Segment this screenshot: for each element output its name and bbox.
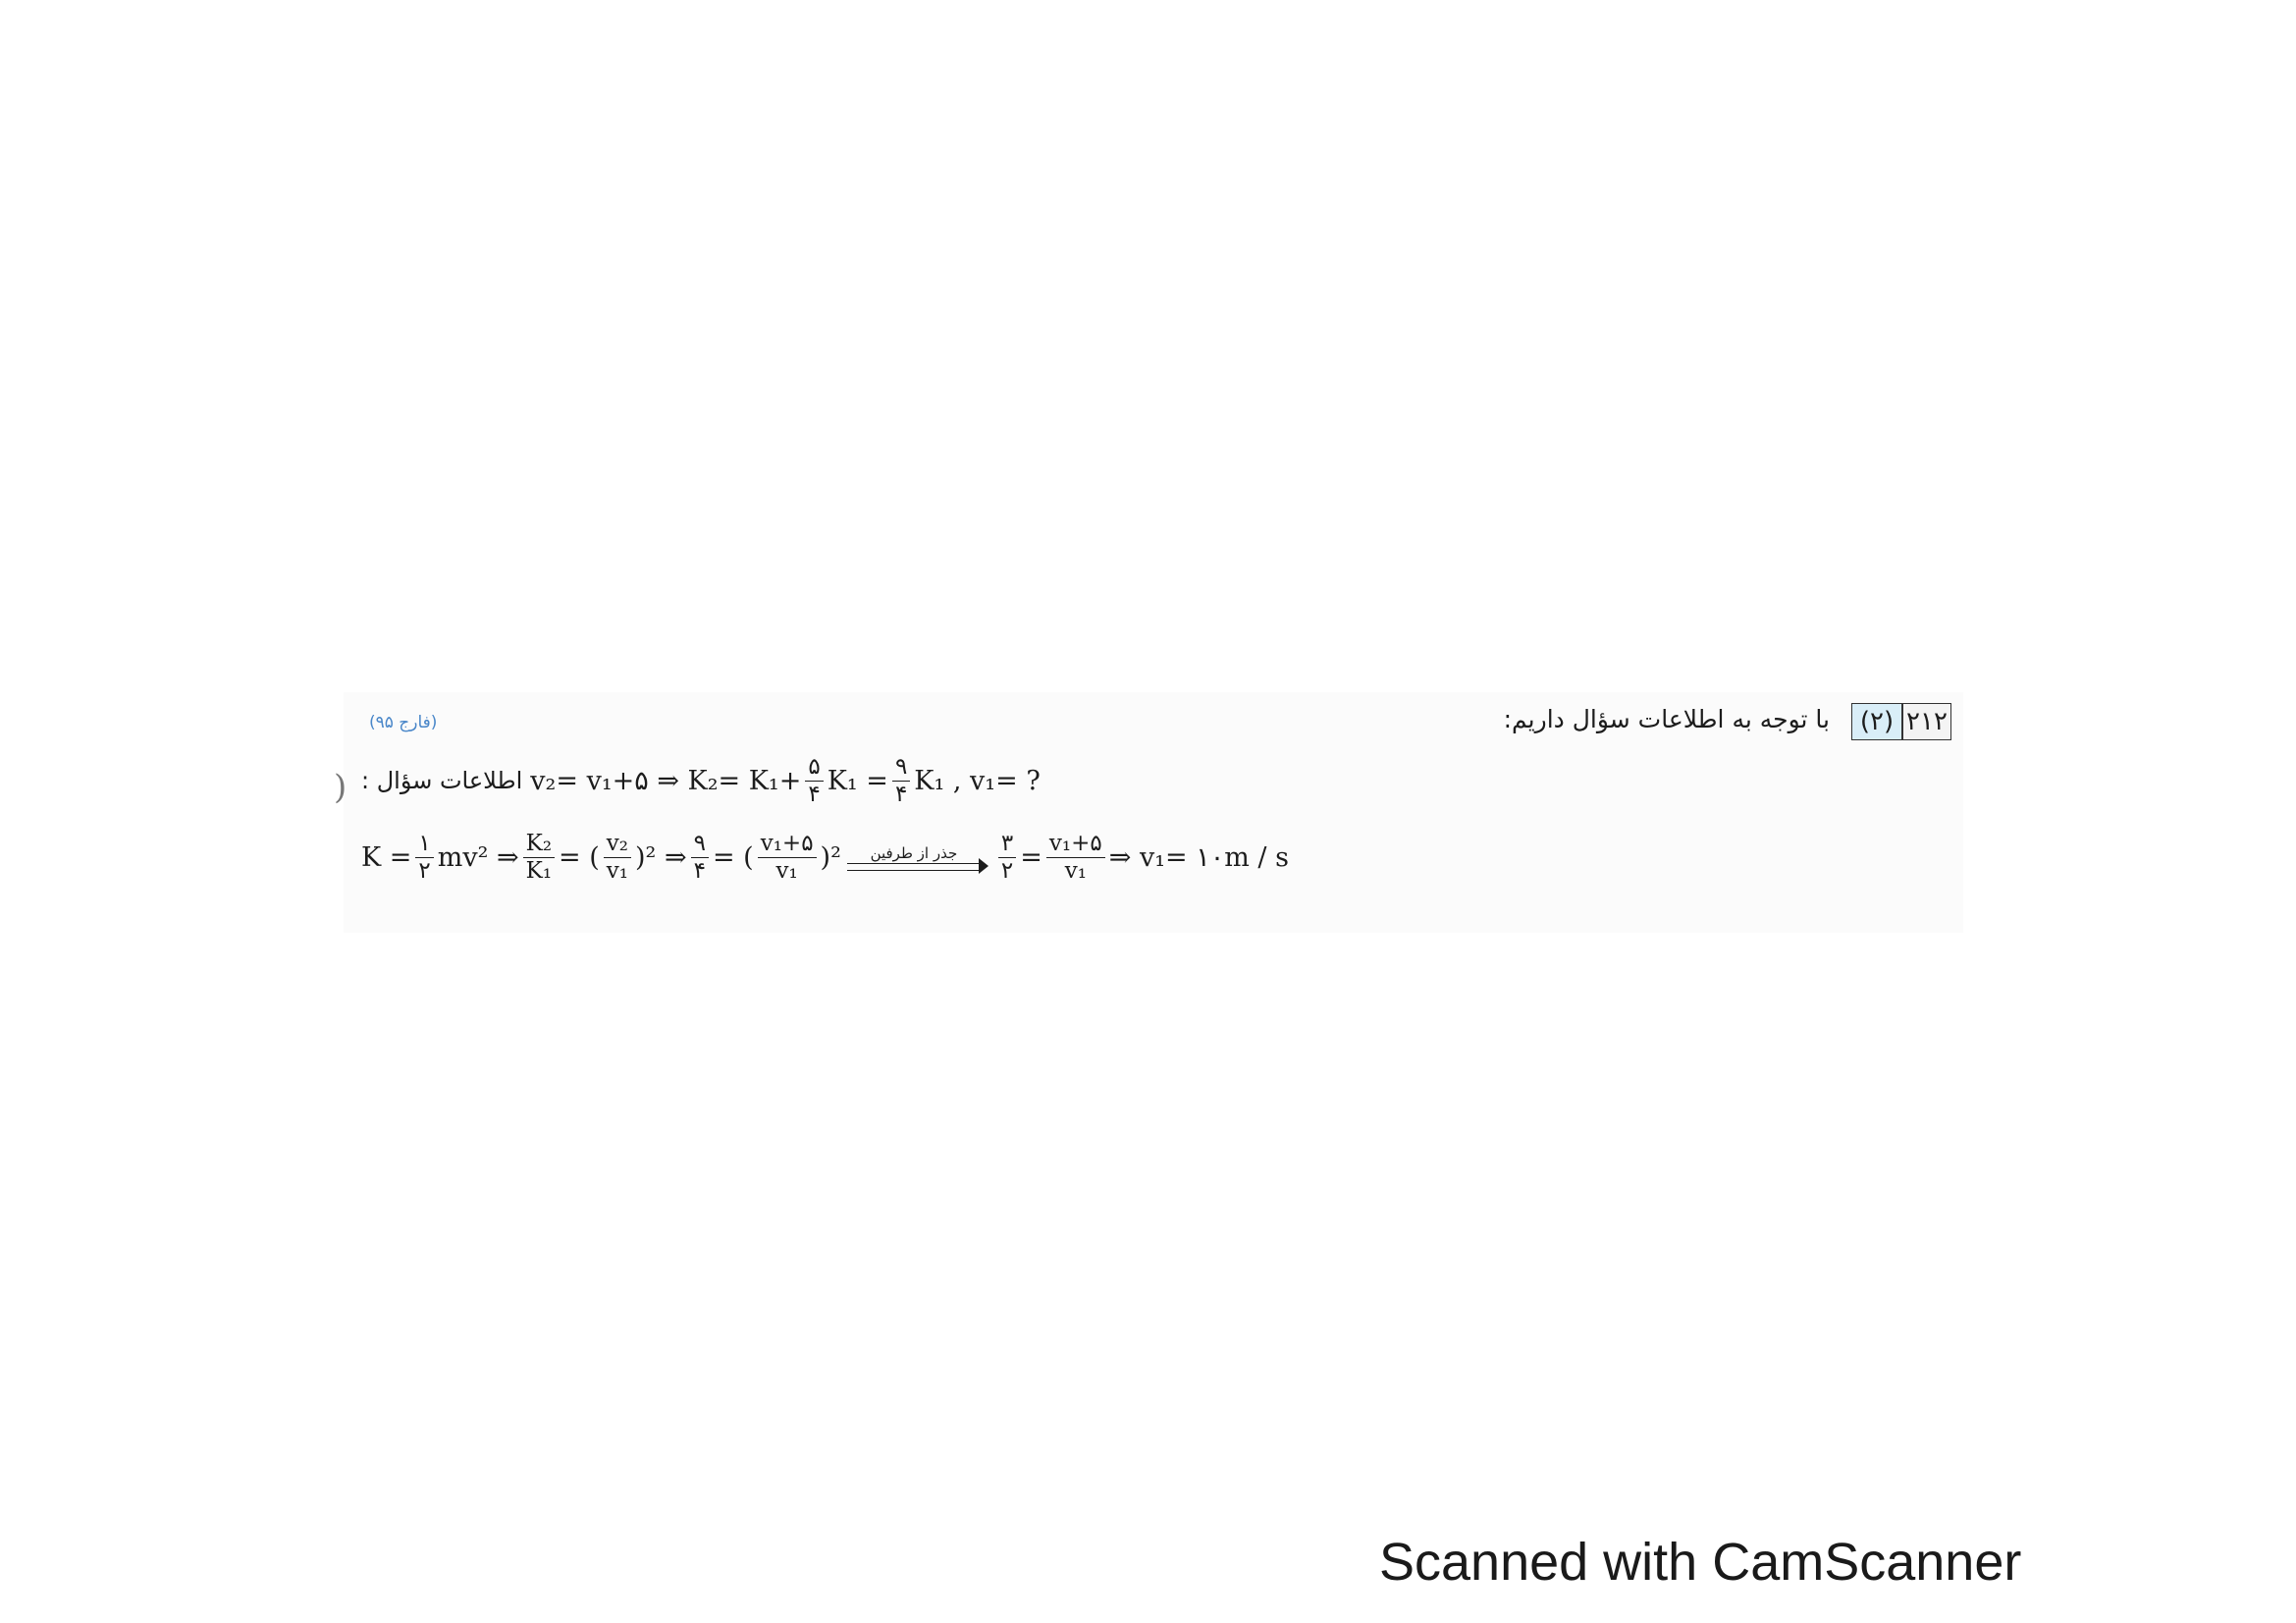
camscanner-watermark: Scanned with CamScanner [1379,1532,2021,1593]
eq1-part-a: v₂= v₁+۵ ⇒ K₂= K₁+ [530,766,801,796]
equation-line-1: اطلاعات سؤال : v₂= v₁+۵ ⇒ K₂= K₁+ ۵ ۴ K₁… [361,751,1041,810]
eq2-fraction-3: v₂ v₁ [604,832,631,882]
eq2-fraction-2: K₂ K₁ [523,832,555,882]
fraction-numerator: ۹ [892,755,910,781]
eq1-part-b: K₁ = [828,766,888,796]
eq1-label: اطلاعات سؤال : [361,767,522,794]
arrow-label: جذر از طرفین [871,844,958,862]
eq2-part-f: )² [821,842,841,873]
eq2-fraction-4: ۹ ۴ [691,832,709,882]
eq1-fraction-1: ۵ ۴ [805,755,823,805]
equation-line-2: K = ۱ ۲ mv² ⇒ K₂ K₁ = ( v₂ v₁ )² ⇒ ۹ ۴ =… [361,818,1289,896]
fraction-numerator: v₁+۵ [1046,832,1105,857]
eq1-fraction-2: ۹ ۴ [892,755,910,805]
fraction-numerator: ۳ [998,832,1016,857]
source-tag: (فارج ۹۵) [369,713,437,732]
eq2-part-b: mv² ⇒ [438,842,519,873]
eq2-part-g: = [1020,842,1042,873]
fraction-denominator: ۲ [998,858,1016,883]
eq2-part-c: = ( [559,842,600,873]
eq2-part-a: K = [361,842,411,873]
fraction-numerator: ۱ [415,832,433,857]
fraction-denominator: v₁ [604,858,631,883]
fraction-numerator: v₂ [604,832,631,857]
fraction-denominator: ۴ [892,782,910,806]
intro-text: با توجه به اطلاعات سؤال داریم: [1504,705,1830,733]
margin-bracket: ) [334,768,347,807]
eq2-fraction-6: ۳ ۲ [998,832,1016,882]
fraction-numerator: ۹ [691,832,709,857]
eq1-part-c: K₁ , v₁= ? [914,766,1041,796]
fraction-numerator: ۵ [805,755,823,781]
implies-arrow: جذر از طرفین [847,844,981,871]
eq2-part-e: = ( [713,842,754,873]
fraction-denominator: ۲ [415,858,433,883]
fraction-denominator: v₁ [774,858,801,883]
eq2-part-d: )² ⇒ [635,842,687,873]
eq2-fraction-5: v₁+۵ v₁ [758,832,817,882]
eq2-fraction-1: ۱ ۲ [415,832,433,882]
fraction-denominator: ۴ [805,782,823,806]
fraction-numerator: K₂ [523,832,555,857]
fraction-denominator: ۴ [691,858,709,883]
long-arrow-icon [847,863,981,871]
question-number: ۲۱۲ [1902,703,1951,740]
fraction-denominator: K₁ [523,858,555,883]
eq2-fraction-7: v₁+۵ v₁ [1046,832,1105,882]
fraction-denominator: v₁ [1062,858,1090,883]
eq2-part-h: ⇒ v₁= ۱۰m / s [1109,842,1289,873]
answer-option: (۲) [1851,703,1902,740]
fraction-numerator: v₁+۵ [758,832,817,857]
